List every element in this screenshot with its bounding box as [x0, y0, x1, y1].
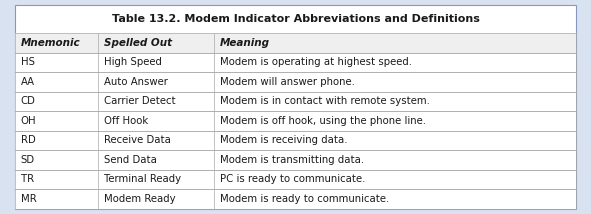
Text: Modem is receiving data.: Modem is receiving data. [220, 135, 348, 145]
Bar [15, 111, 576, 131]
Text: MR: MR [21, 194, 37, 204]
Text: Terminal Ready: Terminal Ready [104, 174, 181, 184]
Text: Table 13.2. Modem Indicator Abbreviations and Definitions: Table 13.2. Modem Indicator Abbreviation… [112, 14, 479, 24]
Text: Modem Ready: Modem Ready [104, 194, 176, 204]
Text: Modem is operating at highest speed.: Modem is operating at highest speed. [220, 57, 412, 67]
Text: Send Data: Send Data [104, 155, 157, 165]
Text: Modem is ready to communicate.: Modem is ready to communicate. [220, 194, 389, 204]
Bar [15, 170, 576, 189]
Bar [15, 72, 576, 92]
Text: Modem will answer phone.: Modem will answer phone. [220, 77, 355, 87]
Text: Meaning: Meaning [220, 38, 270, 48]
Bar [15, 131, 576, 150]
Text: RD: RD [21, 135, 35, 145]
Text: Spelled Out: Spelled Out [104, 38, 172, 48]
Text: OH: OH [21, 116, 36, 126]
Bar [15, 150, 576, 170]
Text: HS: HS [21, 57, 35, 67]
Text: Carrier Detect: Carrier Detect [104, 97, 176, 106]
Bar [15, 92, 576, 111]
Bar [15, 189, 576, 209]
Text: SD: SD [21, 155, 35, 165]
Text: Off Hook: Off Hook [104, 116, 148, 126]
Text: Mnemonic: Mnemonic [21, 38, 80, 48]
Text: Receive Data: Receive Data [104, 135, 171, 145]
Text: TR: TR [21, 174, 34, 184]
Text: CD: CD [21, 97, 35, 106]
Bar [15, 33, 576, 53]
Text: Modem is transmitting data.: Modem is transmitting data. [220, 155, 364, 165]
Text: AA: AA [21, 77, 35, 87]
Text: Modem is off hook, using the phone line.: Modem is off hook, using the phone line. [220, 116, 426, 126]
Text: PC is ready to communicate.: PC is ready to communicate. [220, 174, 365, 184]
Text: High Speed: High Speed [104, 57, 162, 67]
Text: Modem is in contact with remote system.: Modem is in contact with remote system. [220, 97, 430, 106]
Text: Auto Answer: Auto Answer [104, 77, 168, 87]
Bar [15, 53, 576, 72]
